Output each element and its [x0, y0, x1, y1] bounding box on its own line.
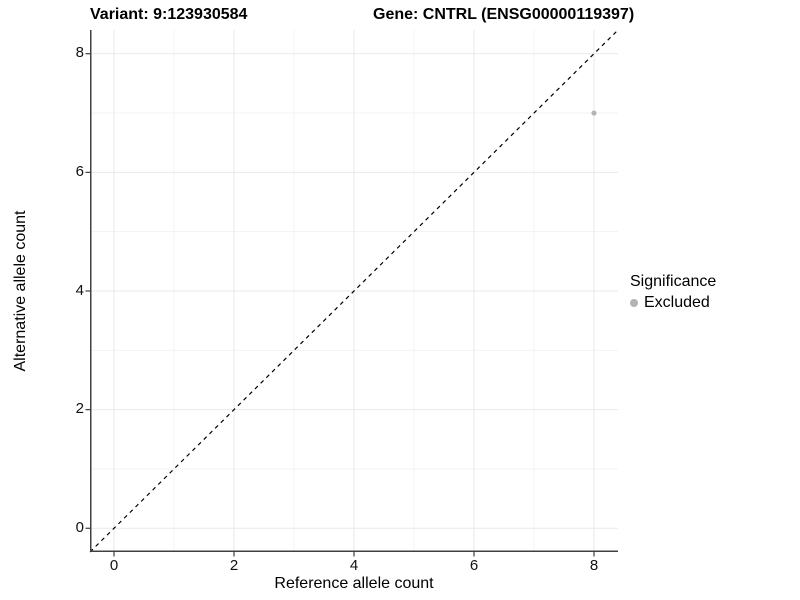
y-tick-label-2: 2 — [75, 400, 84, 417]
plot-title-variant: Variant: 9:123930584 — [90, 6, 248, 23]
x-tick-label-8: 8 — [589, 557, 599, 574]
legend-title: Significance — [630, 273, 717, 290]
x-axis-title: Reference allele count — [274, 575, 434, 592]
plot-panel — [85, 29, 619, 557]
excluded-point-icon — [630, 299, 638, 307]
y-tick-label-0: 0 — [75, 519, 84, 536]
y-tick-label-6: 6 — [75, 163, 84, 180]
plot-canvas — [85, 29, 619, 557]
y-tick-label-4: 4 — [75, 282, 84, 299]
identity-line — [89, 29, 619, 553]
y-axis-title: Alternative allele count — [12, 210, 29, 372]
x-tick-label-6: 6 — [469, 557, 479, 574]
x-tick-label-4: 4 — [349, 557, 359, 574]
legend-entry-label: Excluded — [644, 294, 710, 311]
plot-title-gene: Gene: CNTRL (ENSG00000119397) — [373, 6, 635, 23]
x-tick-label-2: 2 — [229, 557, 239, 574]
legend-entry-excluded: Excluded — [630, 294, 716, 312]
legend: Significance Excluded — [630, 273, 716, 312]
data-point — [591, 110, 597, 116]
y-tick-label-8: 8 — [75, 44, 84, 61]
x-tick-label-0: 0 — [109, 557, 119, 574]
